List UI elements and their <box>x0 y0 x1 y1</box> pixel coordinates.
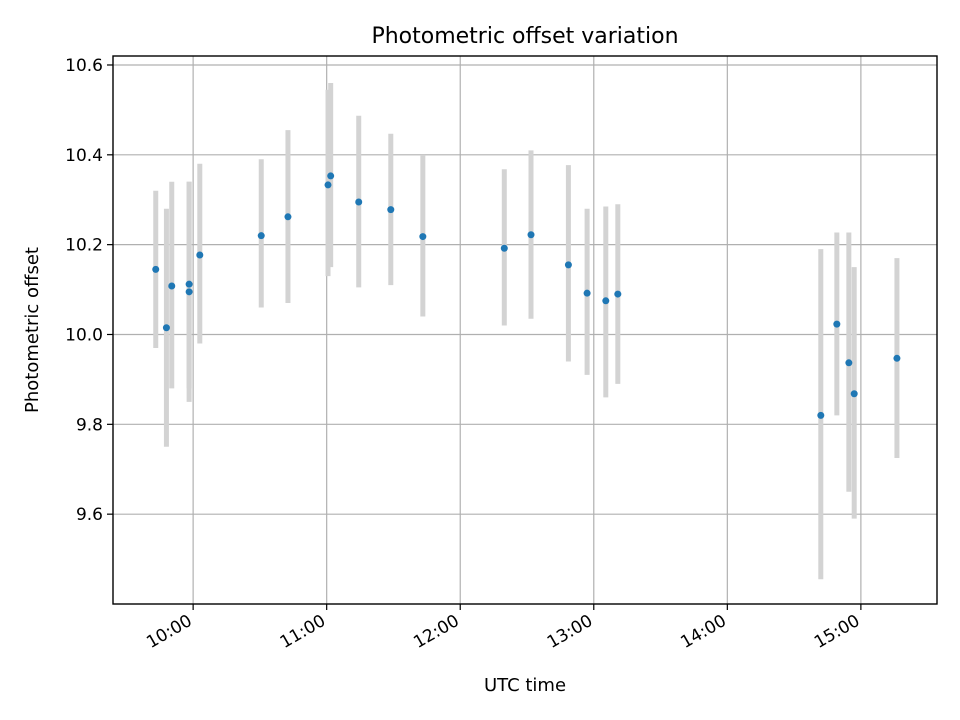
x-tick-label: 12:00 <box>410 611 462 653</box>
grid-layer <box>113 56 937 604</box>
data-point <box>152 265 160 273</box>
data-points <box>152 172 901 419</box>
data-point <box>564 261 572 269</box>
error-bars <box>153 82 900 580</box>
data-point <box>185 288 193 296</box>
data-point <box>419 233 427 241</box>
data-point <box>833 320 841 328</box>
data-point <box>196 251 204 259</box>
data-point <box>284 213 292 221</box>
data-point <box>602 297 610 305</box>
y-tick-label: 9.8 <box>76 415 103 435</box>
x-tick-label: 11:00 <box>277 611 329 653</box>
data-point <box>257 232 265 240</box>
y-tick-label: 10.4 <box>65 146 103 166</box>
y-tick-label: 10.2 <box>65 236 103 256</box>
data-point <box>355 198 363 206</box>
chart-title: Photometric offset variation <box>371 24 678 49</box>
data-point <box>583 289 591 297</box>
data-point <box>817 411 825 419</box>
y-axis-label: Photometric offset <box>22 247 43 413</box>
data-point <box>893 354 901 362</box>
y-tick-label: 9.6 <box>76 505 103 525</box>
x-axis-label: UTC time <box>484 675 566 696</box>
data-point <box>845 359 853 367</box>
data-point <box>162 324 170 332</box>
x-tick-label: 13:00 <box>544 611 596 653</box>
x-tick-label: 10:00 <box>143 611 195 653</box>
data-point <box>185 280 193 288</box>
x-tick-label: 15:00 <box>811 611 863 653</box>
data-point <box>527 231 535 239</box>
y-tick-label: 10.6 <box>65 56 103 76</box>
data-point <box>850 390 858 398</box>
y-tick-label: 10.0 <box>65 325 103 345</box>
plot-frame <box>112 55 938 605</box>
data-point <box>324 181 332 189</box>
data-point <box>500 244 508 252</box>
data-point <box>327 172 335 180</box>
data-point <box>614 290 622 298</box>
axis-ticks: 9.6 9.8 10.0 10.2 10.4 10.6 10:00 11:00 12:00 13:… <box>65 56 863 653</box>
data-point <box>168 282 176 290</box>
x-tick-label: 14:00 <box>677 611 729 653</box>
data-point <box>387 206 395 214</box>
